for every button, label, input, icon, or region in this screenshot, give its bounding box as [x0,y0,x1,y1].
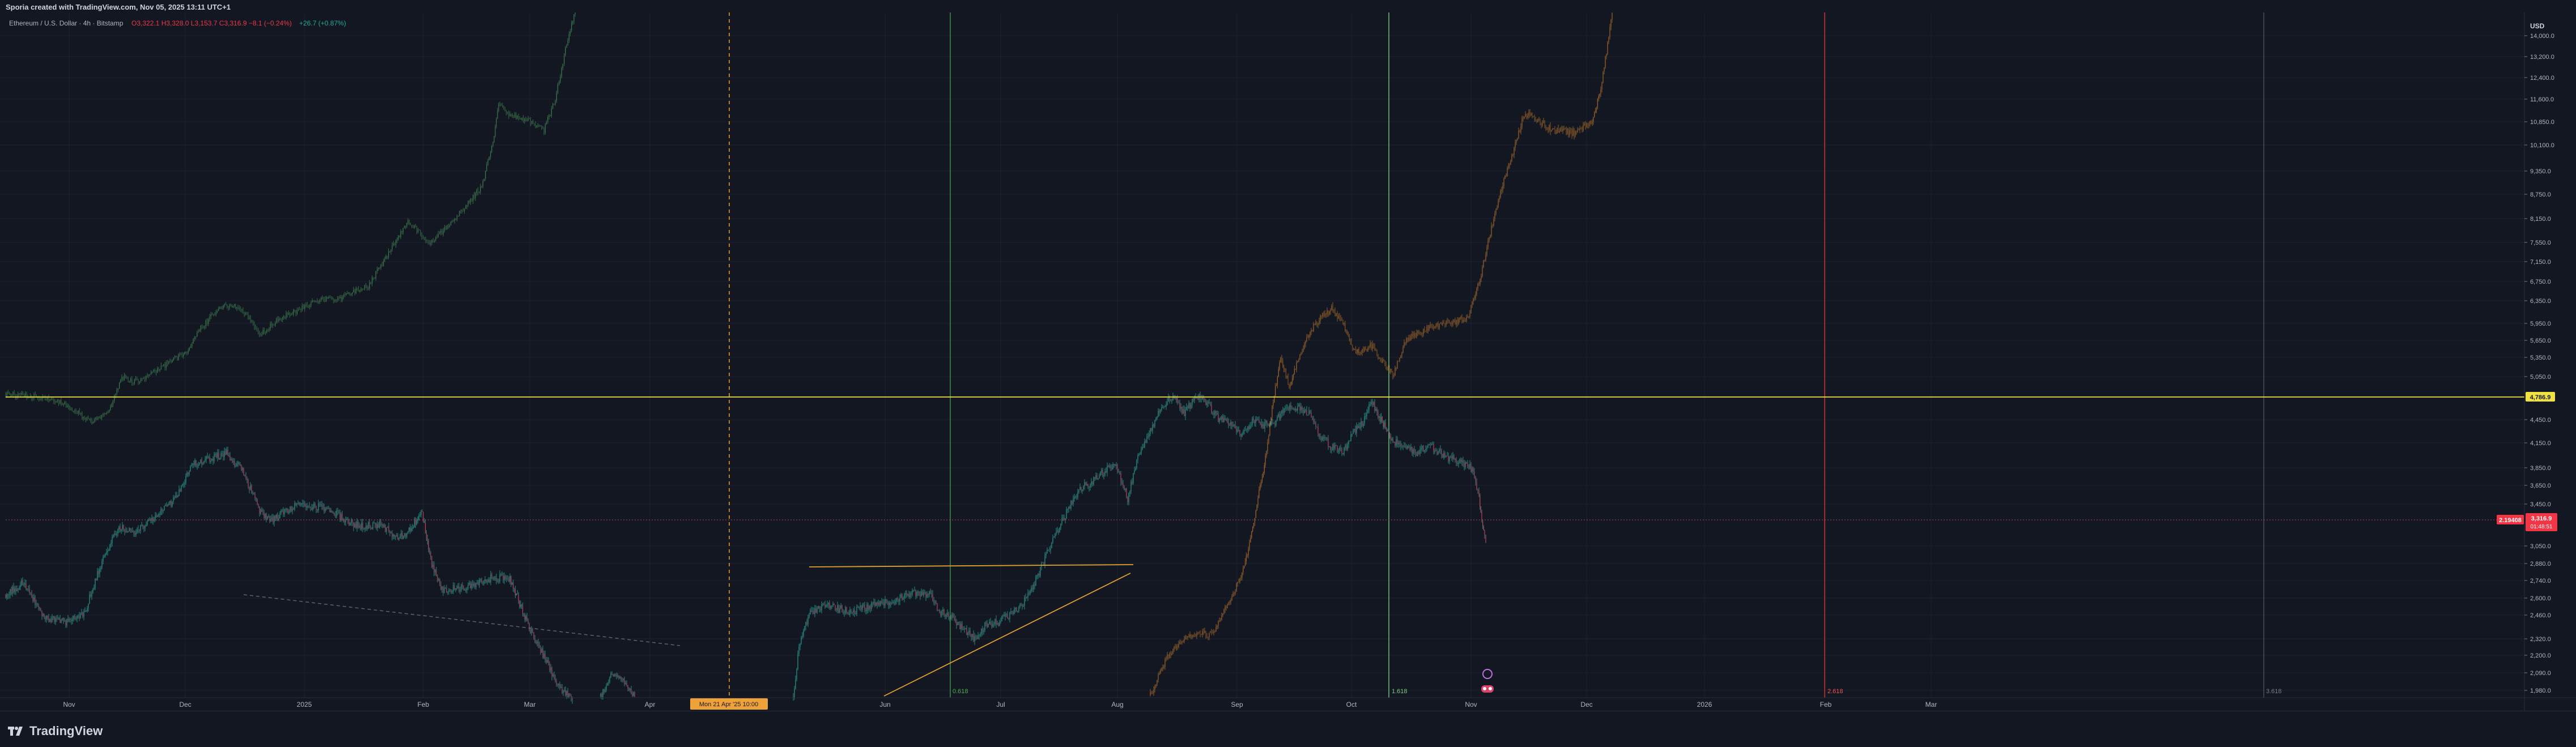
price-tick-label: 4,450.0 [2530,417,2551,424]
price-tick-label: 2,600.0 [2530,595,2551,602]
chart-pane [0,12,2524,698]
footer-bar: TradingView [0,711,2576,747]
price-tick-label: 5,650.0 [2530,338,2551,344]
time-tick-label: Feb [418,701,430,708]
ascending-support-line [883,573,1131,697]
price-tick-label: 8,150.0 [2530,216,2551,223]
legend-symbol: Ethereum / U.S. Dollar · 4h · Bitstamp [9,19,124,27]
legend-ohlc: O3,322.1 H3,328.0 L3,153.7 C3,316.9 −8.1… [131,19,292,27]
brand-name: TradingView [29,724,103,738]
fib-time-label: 0.618 [953,688,968,695]
crosshair-tag [2497,515,2524,524]
price-tick-label: 9,350.0 [2530,168,2551,175]
dividend-event-icon [1482,669,1493,679]
earnings-event-dot [1489,687,1492,690]
time-tick-label: Sep [1231,701,1243,708]
time-tick-label: Apr [645,701,656,708]
symbol-legend: Ethereum / U.S. Dollar · 4h · Bitstamp O… [9,19,346,27]
price-tick-label: 3,850.0 [2530,465,2551,472]
price-tick-label: 5,950.0 [2530,321,2551,327]
fib-time-label: 1.618 [1392,688,1408,695]
crosshair-label: 2.19408 [2499,517,2522,524]
price-tick-label: 2,460.0 [2530,612,2551,619]
price-tick-label: 3,050.0 [2530,543,2551,550]
time-tick-label: Feb [1820,701,1832,708]
legend-change: +26.7 (+0.87%) [299,19,346,27]
currency-label: USD [2530,22,2545,30]
fib-time-label: 2.618 [1827,688,1843,695]
time-tick-label: Dec [179,701,191,708]
green-projection-candles [5,12,576,425]
time-tick-label: Mar [524,701,536,708]
earnings-event-dot [1483,687,1486,690]
price-level-label: 4,786.9 [2530,394,2551,401]
main-price-candles-early [5,446,573,704]
time-tick-label: Nov [1465,701,1477,708]
price-axis-bg [2524,12,2576,698]
price-tick-label: 11,600.0 [2530,96,2554,103]
time-tick-label: Mar [1925,701,1937,708]
time-tick-label: 2025 [297,701,312,708]
price-tick-label: 10,850.0 [2530,119,2554,126]
chart-grid [0,12,2524,698]
current-price-label: 3,316.9 [2531,515,2552,522]
price-tick-label: 2,740.0 [2530,578,2551,584]
price-tick-label: 13,200.0 [2530,54,2554,61]
current-price-tag [2526,513,2557,531]
price-tick-label: 12,400.0 [2530,75,2554,82]
time-tick-label: Oct [1346,701,1357,708]
price-tick-label: 5,050.0 [2530,374,2551,381]
time-tick-label: Dec [1580,701,1592,708]
fib-time-label: 3.618 [2266,688,2282,695]
published-info: Sporia created with TradingView.com, Nov… [6,3,231,11]
header-bar: Sporia created with TradingView.com, Nov… [0,0,2576,12]
price-tick-label: 2,320.0 [2530,636,2551,643]
price-tick-label: 2,090.0 [2530,670,2551,677]
tradingview-brand[interactable]: TradingView [8,724,103,739]
price-chart[interactable]: 0.618 1.618 2.618 3.618 14,000.0 13,200.0 12,… [0,12,2576,711]
price-tick-label: 8,750.0 [2530,191,2551,198]
time-tick-label: Aug [1111,701,1123,708]
main-price-candles-late [793,391,1486,701]
bar-countdown-label: 01:48:51 [2531,524,2553,530]
annotations [6,396,2524,697]
price-tick-label: 3,450.0 [2530,501,2551,508]
price-series [5,12,1613,704]
price-tick-label: 6,750.0 [2530,279,2551,285]
price-tick-label: 10,100.0 [2530,142,2554,149]
price-tick-label: 7,550.0 [2530,240,2551,246]
tradingview-logo-icon [8,727,23,736]
event-markers [1481,669,1494,693]
time-axis[interactable]: Nov Dec 2025 Feb Mar Apr Jun Jul Aug Sep Oct Nov Dec… [0,697,2576,710]
time-tick-label: Jun [879,701,890,708]
price-tick-label: 6,350.0 [2530,298,2551,305]
time-tick-label: Nov [63,701,75,708]
orange-projection-candles [1150,12,1613,697]
vertical-lines: 0.618 1.618 2.618 3.618 [729,12,2282,698]
price-tick-label: 1,980.0 [2530,688,2551,694]
dashed-trend-line [243,594,681,646]
time-tick-label: 2026 [1697,701,1712,708]
date-marker-tag [690,698,768,710]
price-tick-label: 14,000.0 [2530,33,2554,40]
price-tick-label: 3,650.0 [2530,483,2551,489]
price-tick-label: 2,200.0 [2530,652,2551,659]
main-price-candles-apr [600,671,635,700]
date-marker-label: Mon 21 Apr '25 10:00 [699,701,758,708]
price-tick-label: 4,150.0 [2530,440,2551,447]
price-axis[interactable]: 14,000.0 13,200.0 12,400.0 11,600.0 10,850.0… [2497,12,2576,711]
price-tick-label: 5,350.0 [2530,355,2551,361]
time-tick-label: Jul [996,701,1005,708]
resistance-line [809,564,1134,567]
price-tick-label: 7,150.0 [2530,259,2551,266]
price-tick-label: 2,880.0 [2530,561,2551,567]
price-level-tag [2526,392,2555,402]
